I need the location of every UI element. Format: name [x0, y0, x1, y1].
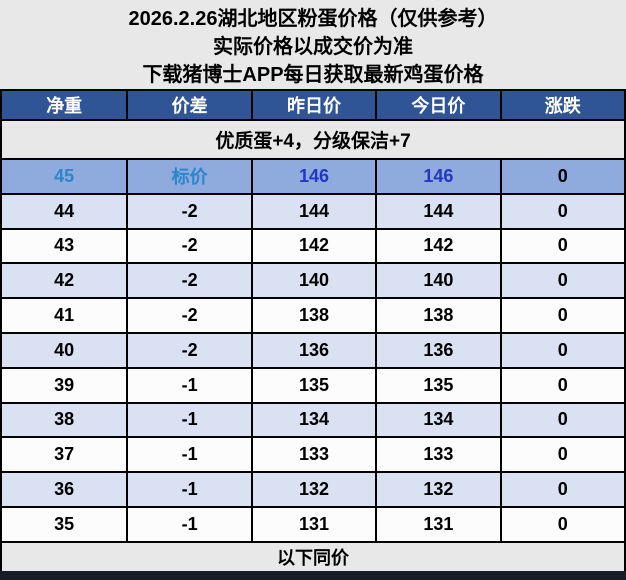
- cell-net-weight: 45: [54, 165, 75, 186]
- title-block: 2026.2.26湖北地区粉蛋价格（仅供参考） 实际价格以成交价为准 下载猪博士…: [0, 0, 626, 89]
- cell-yesterday-price: 134: [250, 403, 375, 437]
- table-body: 45 标价 146 146 0 44 -2 144 144 0 43 -2 14…: [2, 158, 624, 541]
- cell-price-diff: -2: [126, 264, 250, 298]
- column-header-yesterday-price: 昨日价: [250, 91, 375, 119]
- cell-change: 0: [499, 160, 624, 193]
- cell-net-weight: 41: [54, 305, 75, 326]
- cell-change: 0: [499, 368, 624, 402]
- cell-today-price: 146: [375, 160, 499, 193]
- table-row: 37 -1 133 133 0: [2, 436, 624, 472]
- column-header-net-weight: 净重: [46, 96, 83, 116]
- column-header-price-diff: 价差: [126, 91, 250, 119]
- title-line-app-promo: 下载猪博士APP每日获取最新鸡蛋价格: [142, 64, 484, 86]
- cell-today-price: 131: [375, 507, 499, 541]
- cell-net-weight: 37: [54, 444, 75, 465]
- cell-yesterday-price: 135: [250, 368, 375, 402]
- premium-note-row: 优质蛋+4，分级保洁+7: [2, 121, 624, 158]
- table-row: 36 -1 132 132 0: [2, 471, 624, 506]
- table-row: 38 -1 134 134 0: [2, 401, 624, 437]
- cell-yesterday-price: 144: [250, 194, 375, 228]
- cell-change: 0: [499, 507, 624, 541]
- cell-price-diff: -1: [126, 368, 250, 402]
- cell-net-weight: 43: [54, 235, 75, 256]
- cell-change: 0: [499, 194, 624, 228]
- cell-today-price: 135: [375, 368, 499, 402]
- table-row: 44 -2 144 144 0: [2, 192, 624, 228]
- table-row: 43 -2 142 142 0: [2, 227, 624, 263]
- cell-yesterday-price: 140: [250, 264, 375, 298]
- cell-today-price: 133: [375, 438, 499, 472]
- cell-change: 0: [499, 229, 624, 263]
- cell-price-diff: -2: [126, 194, 250, 228]
- cell-yesterday-price: 136: [250, 333, 375, 367]
- price-table: 净重 价差 昨日价 今日价 涨跌 优质蛋+4，分级保洁+7 45 标价 146 …: [0, 89, 626, 572]
- table-row: 45 标价 146 146 0: [2, 158, 624, 193]
- cell-net-weight: 38: [54, 409, 75, 430]
- cell-change: 0: [499, 299, 624, 332]
- cell-price-diff: -2: [126, 299, 250, 332]
- cell-today-price: 134: [375, 403, 499, 437]
- footer-same-price-row: 以下同价: [2, 540, 624, 572]
- cell-today-price: 142: [375, 229, 499, 263]
- table-row: 41 -2 138 138 0: [2, 297, 624, 332]
- cell-change: 0: [499, 333, 624, 367]
- cell-net-weight: 40: [54, 339, 75, 360]
- bottom-bar: [0, 571, 626, 580]
- cell-yesterday-price: 142: [250, 229, 375, 263]
- table-row: 40 -2 136 136 0: [2, 331, 624, 367]
- cell-net-weight: 39: [54, 374, 75, 395]
- column-header-today-price: 今日价: [375, 91, 499, 119]
- cell-price-diff: -1: [126, 438, 250, 472]
- cell-price-diff: -1: [126, 507, 250, 541]
- cell-today-price: 138: [375, 299, 499, 332]
- cell-price-diff: -1: [126, 403, 250, 437]
- cell-net-weight: 44: [54, 200, 75, 221]
- cell-change: 0: [499, 264, 624, 298]
- cell-yesterday-price: 133: [250, 438, 375, 472]
- cell-net-weight: 35: [54, 513, 75, 534]
- cell-net-weight: 42: [54, 270, 75, 291]
- cell-today-price: 136: [375, 333, 499, 367]
- cell-price-diff: 标价: [126, 160, 250, 193]
- title-line-disclaimer: 实际价格以成交价为准: [213, 36, 413, 58]
- title-line-date-region: 2026.2.26湖北地区粉蛋价格（仅供参考）: [128, 8, 498, 30]
- cell-net-weight: 36: [54, 479, 75, 500]
- table-row: 39 -1 135 135 0: [2, 366, 624, 402]
- cell-yesterday-price: 146: [250, 160, 375, 193]
- cell-price-diff: -2: [126, 333, 250, 367]
- cell-today-price: 132: [375, 473, 499, 506]
- cell-today-price: 144: [375, 194, 499, 228]
- cell-change: 0: [499, 438, 624, 472]
- cell-price-diff: -2: [126, 229, 250, 263]
- table-row: 42 -2 140 140 0: [2, 262, 624, 298]
- cell-yesterday-price: 131: [250, 507, 375, 541]
- cell-change: 0: [499, 403, 624, 437]
- cell-today-price: 140: [375, 264, 499, 298]
- column-header-change: 涨跌: [499, 91, 624, 119]
- cell-yesterday-price: 138: [250, 299, 375, 332]
- cell-price-diff: -1: [126, 473, 250, 506]
- cell-change: 0: [499, 473, 624, 506]
- table-row: 35 -1 131 131 0: [2, 505, 624, 541]
- table-header-row: 净重 价差 昨日价 今日价 涨跌: [2, 89, 624, 121]
- cell-yesterday-price: 132: [250, 473, 375, 506]
